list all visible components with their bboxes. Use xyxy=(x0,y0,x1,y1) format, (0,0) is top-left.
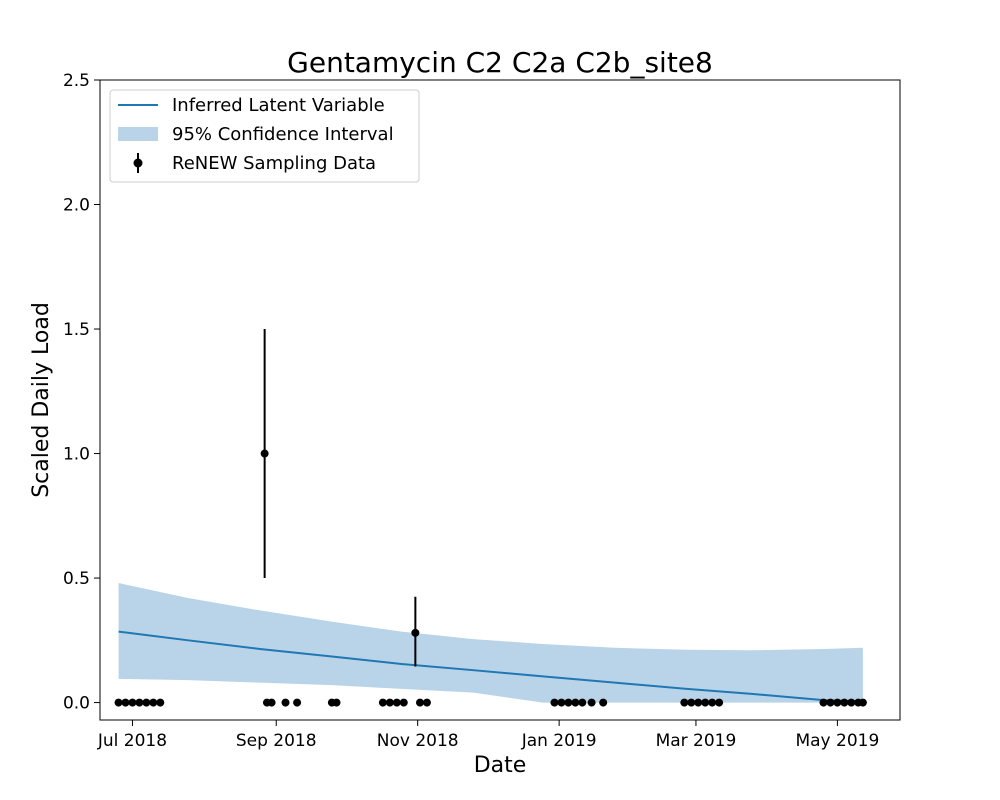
data-point xyxy=(694,698,703,707)
latent-variable-line xyxy=(118,630,863,703)
chart-title: Gentamycin C2 C2a C2b_site8 xyxy=(287,46,713,79)
plot-frame xyxy=(99,79,901,721)
data-point xyxy=(578,698,587,707)
legend-point-swatch xyxy=(133,158,143,168)
data-point xyxy=(587,698,596,707)
data-point xyxy=(142,698,151,707)
y-axis-ticks: 0.0 0.5 1.0 1.5 2.0 2.5 xyxy=(63,71,100,714)
data-point xyxy=(293,698,302,707)
data-point xyxy=(260,449,269,458)
data-point xyxy=(156,698,165,707)
data-point xyxy=(564,698,573,707)
data-point xyxy=(687,698,696,707)
data-point xyxy=(550,698,559,707)
y-tick-label: 0.0 xyxy=(63,694,90,714)
y-tick-label: 1.0 xyxy=(63,445,90,465)
legend-label-band: 95% Confidence Interval xyxy=(172,124,394,145)
data-point xyxy=(385,698,394,707)
data-point xyxy=(422,698,431,707)
legend-box xyxy=(109,89,420,183)
data-point xyxy=(701,698,710,707)
y-tick-label: 2.0 xyxy=(63,196,90,216)
legend-label-line: Inferred Latent Variable xyxy=(172,95,385,116)
data-point xyxy=(819,698,828,707)
x-tick-label: Sep 2018 xyxy=(236,731,317,751)
legend: Inferred Latent Variable 95% Confidence … xyxy=(109,89,420,183)
data-point xyxy=(599,698,608,707)
latent-line-layer xyxy=(118,630,863,703)
data-point xyxy=(149,698,158,707)
legend-band-swatch xyxy=(118,127,158,141)
x-tick-label: Nov 2018 xyxy=(377,731,459,751)
y-tick-label: 1.5 xyxy=(63,320,90,340)
x-axis-ticks: Jul 2018 Sep 2018 Nov 2018 Jan 2019 Mar 2019… xyxy=(97,720,879,751)
data-point xyxy=(571,698,580,707)
x-tick-label: Mar 2019 xyxy=(656,731,737,751)
data-point xyxy=(114,698,123,707)
data-point xyxy=(557,698,566,707)
y-tick-label: 2.5 xyxy=(63,71,90,91)
data-point xyxy=(858,698,867,707)
data-point xyxy=(847,698,856,707)
data-point xyxy=(399,698,408,707)
data-point xyxy=(708,698,717,707)
y-tick-label: 0.5 xyxy=(63,569,90,589)
confidence-band-layer xyxy=(118,583,863,703)
x-tick-label: Jan 2019 xyxy=(521,731,597,751)
data-point xyxy=(378,698,387,707)
data-point xyxy=(840,698,849,707)
data-point xyxy=(680,698,689,707)
data-point xyxy=(833,698,842,707)
x-tick-label: May 2019 xyxy=(795,731,879,751)
data-point xyxy=(121,698,130,707)
legend-label-points: ReNEW Sampling Data xyxy=(172,153,376,174)
data-point xyxy=(135,698,144,707)
data-point xyxy=(392,698,401,707)
data-point xyxy=(411,628,420,637)
data-point xyxy=(267,698,276,707)
data-point xyxy=(128,698,137,707)
x-axis-label: Date xyxy=(474,753,527,778)
data-point xyxy=(416,698,424,707)
data-point xyxy=(715,698,724,707)
data-point xyxy=(281,698,290,707)
data-point xyxy=(332,698,341,707)
data-point xyxy=(826,698,835,707)
x-tick-label: Jul 2018 xyxy=(97,731,167,751)
y-axis-label: Scaled Daily Load xyxy=(29,302,54,498)
confidence-band xyxy=(118,583,863,703)
sampling-points-layer xyxy=(114,329,867,707)
